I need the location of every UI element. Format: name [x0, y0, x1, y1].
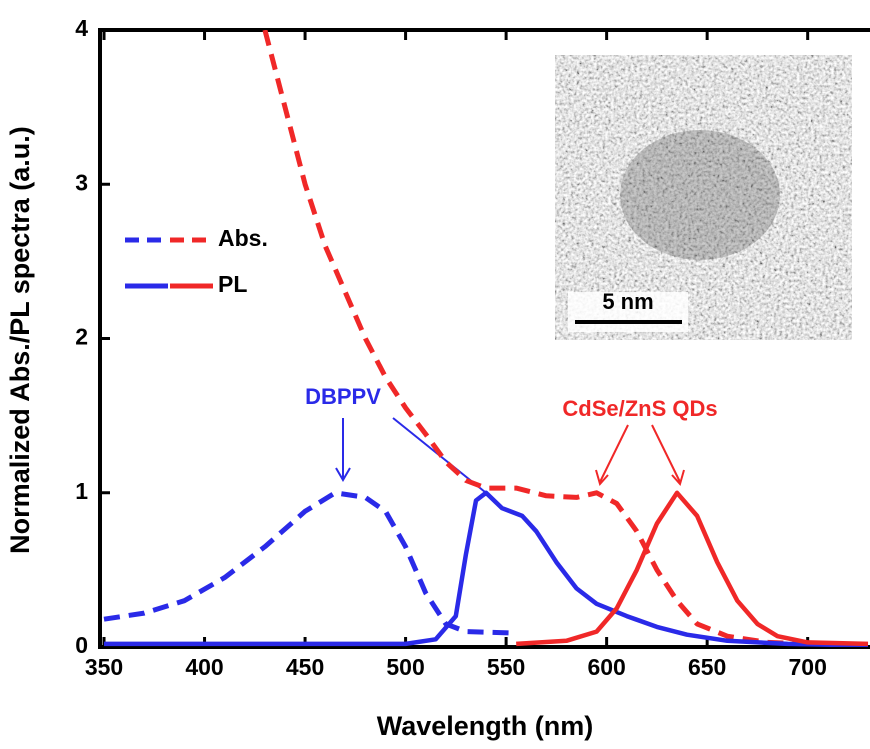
- x-axis-title: Wavelength (nm): [377, 711, 594, 741]
- arrow: [596, 425, 628, 484]
- annotation-arrows: [336, 418, 684, 492]
- nanocrystal: [620, 130, 780, 260]
- y-tick-label: 1: [75, 478, 88, 504]
- arrow: [652, 425, 684, 484]
- x-tick-label: 650: [688, 654, 726, 680]
- y-tick-label: 2: [75, 324, 88, 350]
- x-tick-label: 450: [286, 654, 324, 680]
- y-axis-title: Normalized Abs./PL spectra (a.u.): [5, 126, 35, 554]
- inset-image: 5 nm: [555, 55, 852, 340]
- annotation: CdSe/ZnS QDs: [562, 396, 717, 421]
- x-tick-label: 350: [85, 654, 123, 680]
- arrow: [336, 418, 350, 480]
- x-tick-label: 600: [587, 654, 625, 680]
- x-tick-label: 550: [487, 654, 525, 680]
- x-tick-label: 500: [386, 654, 424, 680]
- scale-bar-label: 5 nm: [602, 289, 653, 314]
- x-tick-label: 700: [788, 654, 826, 680]
- y-tick-label: 4: [75, 15, 88, 41]
- x-tick-label: 400: [185, 654, 223, 680]
- chart: 5 nm Wavelength (nm) Normalized Abs./PL …: [0, 0, 870, 749]
- annotation: DBPPV: [305, 384, 381, 409]
- legend-label: PL: [218, 271, 247, 297]
- y-tick-label: 3: [75, 169, 88, 195]
- series-line: [516, 493, 868, 644]
- legend-label: Abs.: [218, 225, 268, 251]
- y-tick-label: 0: [75, 632, 88, 658]
